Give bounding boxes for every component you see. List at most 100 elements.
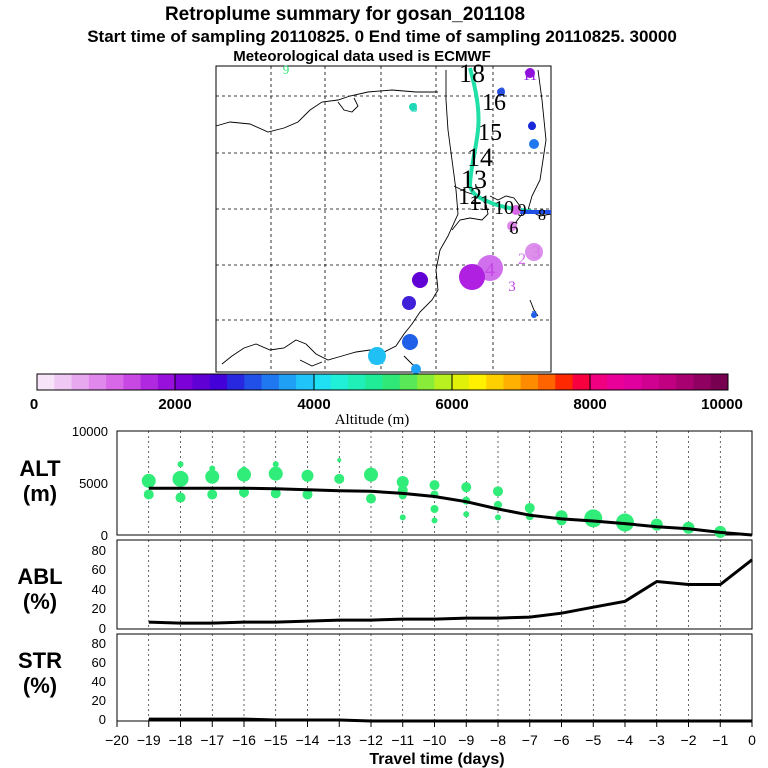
alt-cluster-dot <box>461 482 472 493</box>
colorbar-swatch <box>676 374 694 390</box>
abl-line <box>148 558 753 625</box>
map-label: 8 <box>529 118 536 133</box>
colorbar-swatch <box>417 374 435 390</box>
colorbar-tick-label: 6000 <box>435 396 468 413</box>
map-label: 14 <box>369 351 385 368</box>
alt-cluster-dot <box>337 458 342 463</box>
str-panel: STR (%) 0 20 40 60 80 <box>18 633 753 727</box>
colorbar-swatch <box>296 374 314 390</box>
alt-cluster-dot <box>177 461 184 468</box>
map-label: 3 <box>508 279 516 295</box>
colorbar-swatch <box>365 374 383 390</box>
x-tick-label: −16 <box>232 732 256 748</box>
alt-cluster-dot <box>141 473 156 488</box>
abl-yticks: 0 20 40 60 80 <box>92 543 106 636</box>
abl-panel-label: ABL <box>17 564 62 589</box>
trajectory-path <box>467 67 551 214</box>
map-label: 18 <box>459 59 485 88</box>
abl-ytick: 60 <box>92 562 106 577</box>
str-yticks: 0 20 40 60 80 <box>92 636 106 727</box>
abl-panel-unit: (%) <box>23 589 57 614</box>
alt-cluster-dot <box>334 473 345 484</box>
colorbar-tick-label: 8000 <box>573 396 606 413</box>
map-label: 3 <box>532 242 541 262</box>
map-frame <box>215 65 552 373</box>
str-line <box>148 717 752 723</box>
colorbar-swatch <box>434 374 453 390</box>
map-panel: 9 8 18 11 9 16 8 15 7 14 13 12 11 10 9 8… <box>215 59 552 377</box>
colorbar-swatch <box>347 374 366 390</box>
alt-cluster-dot <box>650 518 663 531</box>
map-label: 13 <box>461 165 487 194</box>
cluster-circle <box>525 243 543 261</box>
map-label: 6 <box>510 218 519 238</box>
colorbar-swatch <box>37 374 55 390</box>
abl-panel: ABL (%) 0 20 40 60 80 <box>17 539 753 636</box>
colorbar-tick-label: 2000 <box>158 396 191 413</box>
map-label: 7 <box>532 310 537 321</box>
alt-panel: ALT (m) 0 5000 10000 <box>19 424 753 543</box>
map-label: 6 <box>416 273 424 290</box>
colorbar-swatch <box>589 374 608 390</box>
colorbar-swatch <box>555 374 574 390</box>
alt-cluster-dot <box>396 475 409 488</box>
str-ytick: 40 <box>92 674 106 689</box>
x-tick-label: −8 <box>490 732 506 748</box>
figure-title: Retroplume summary for gosan_201108 <box>165 4 525 25</box>
colorbar-swatch <box>607 374 625 390</box>
colorbar-swatch <box>330 374 349 390</box>
x-tick-label: −20 <box>105 732 129 748</box>
alt-cluster-dot <box>524 502 535 513</box>
x-tick-label: −9 <box>458 732 474 748</box>
colorbar-swatch <box>54 374 73 390</box>
colorbar-swatch <box>175 374 193 390</box>
map-label: 11 <box>523 68 537 84</box>
colorbar-swatch <box>140 374 159 390</box>
alt-cluster-dot <box>207 489 218 500</box>
colorbar-swatch <box>486 374 504 390</box>
colorbar-label: Altitude (m) <box>335 412 410 428</box>
map-label: 4 <box>485 259 495 281</box>
colorbar-swatch <box>209 374 228 390</box>
x-tick-label: −18 <box>169 732 193 748</box>
x-tick-label: −3 <box>649 732 665 748</box>
cluster-circle <box>459 264 485 290</box>
colorbar-swatch <box>503 374 522 390</box>
colorbar-swatch <box>710 374 729 390</box>
colorbar-swatch <box>658 374 677 390</box>
colorbar-swatch <box>261 374 280 390</box>
colorbar-swatch <box>244 374 263 390</box>
alt-cluster-dot <box>366 493 376 504</box>
str-ytick: 60 <box>92 655 106 670</box>
alt-cluster-dot <box>143 489 154 500</box>
x-tick-label: 0 <box>748 732 756 748</box>
cluster-circle <box>411 364 421 374</box>
alt-cluster-dot <box>237 467 251 482</box>
map-label: 9 <box>499 84 506 99</box>
map-label: 16 <box>482 90 506 116</box>
colorbar-swatch <box>572 374 591 390</box>
alt-cluster-dot <box>272 461 279 468</box>
x-tick-label: −6 <box>554 732 570 748</box>
abl-ytick: 20 <box>92 601 106 616</box>
str-grid <box>148 634 721 721</box>
colorbar-swatch <box>157 374 176 390</box>
x-tick-label: −12 <box>359 732 383 748</box>
alt-cluster-dot <box>241 466 247 473</box>
alt-cluster-dot <box>429 480 440 491</box>
alt-cluster-dot <box>301 469 314 482</box>
colorbar-swatch <box>399 374 418 390</box>
x-tick-label: −19 <box>137 732 161 748</box>
cluster-circle <box>507 221 517 231</box>
map-label: 9 <box>518 200 527 220</box>
map-label: 5 <box>465 267 475 289</box>
map-labels: 9 8 18 11 9 16 8 15 7 14 13 12 11 10 9 8… <box>283 59 546 377</box>
cluster-circle <box>409 103 417 111</box>
alt-ytick: 0 <box>101 528 108 543</box>
x-tick-label: −11 <box>391 732 414 748</box>
alt-cluster-dot <box>494 500 502 509</box>
x-tick-label: −2 <box>681 732 697 748</box>
colorbar-ticks <box>174 374 591 390</box>
str-panel-unit: (%) <box>23 673 57 698</box>
abl-ytick: 40 <box>92 582 106 597</box>
